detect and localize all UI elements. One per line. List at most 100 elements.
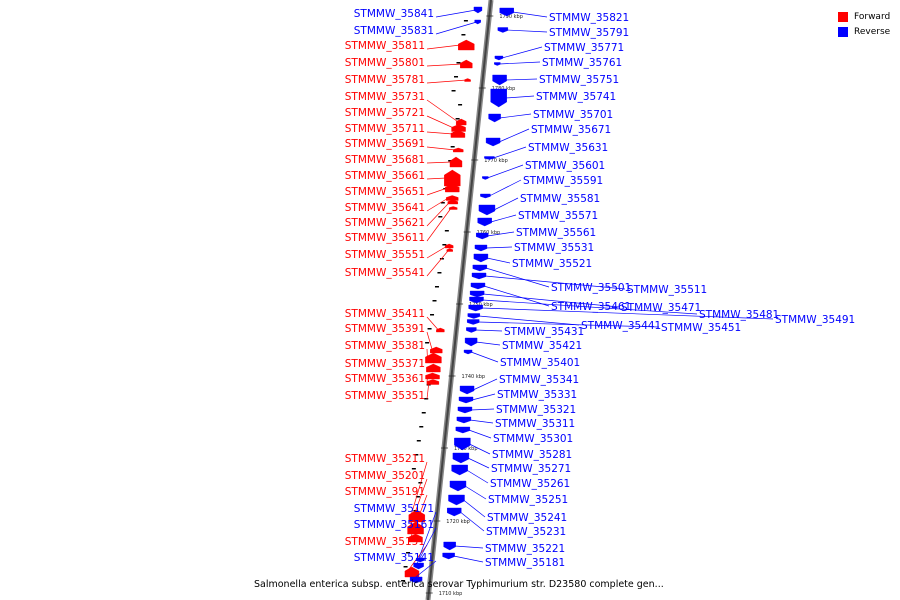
reverse-gene-label: STMMW_35451 — [661, 322, 741, 334]
reverse-gene-leader — [470, 420, 493, 423]
reverse-gene — [443, 553, 455, 559]
forward-swatch — [838, 12, 848, 22]
reverse-gene-leader — [499, 62, 540, 64]
reverse-gene-leader — [467, 470, 488, 483]
reverse-gene — [447, 508, 461, 516]
reverse-gene-label: STMMW_35671 — [531, 124, 611, 136]
forward-gene — [425, 353, 441, 363]
legend-forward: Forward — [838, 9, 890, 24]
reverse-gene-leader — [502, 47, 542, 58]
reverse-gene-label: STMMW_35341 — [499, 374, 579, 386]
forward-gene-leader — [427, 246, 447, 258]
forward-gene-label: STMMW_35411 — [345, 308, 425, 320]
reverse-gene — [470, 291, 484, 297]
intergenic-marker — [454, 76, 458, 78]
reverse-gene-label: STMMW_35581 — [520, 193, 600, 205]
reverse-gene-leader — [468, 458, 489, 468]
reverse-gene-label: STMMW_35701 — [533, 109, 613, 121]
reverse-gene-label: STMMW_35531 — [514, 242, 594, 254]
reverse-gene — [476, 233, 488, 239]
reverse-gene-label: STMMW_35261 — [490, 478, 570, 490]
reverse-gene-leader — [465, 486, 486, 499]
forward-gene-label: STMMW_35651 — [345, 186, 425, 198]
reverse-gene — [466, 328, 476, 333]
intergenic-marker — [451, 146, 455, 148]
forward-gene-label: STMMW_35721 — [345, 107, 425, 119]
forward-gene-label: STMMW_35621 — [345, 217, 425, 229]
reverse-gene — [457, 417, 471, 423]
intergenic-marker — [404, 566, 408, 568]
scale-tick-label: 1710 kbp — [439, 591, 463, 597]
reverse-gene-leader — [464, 500, 486, 517]
reverse-gene-label: STMMW_35421 — [502, 340, 582, 352]
reverse-gene-leader — [500, 114, 531, 118]
reverse-gene — [473, 265, 487, 271]
forward-gene-label: STMMW_35551 — [345, 249, 425, 261]
genome-map: 1790 kbp1780 kbp1770 kbp1760 kbp1750 kbp… — [0, 0, 900, 600]
reverse-gene — [467, 320, 479, 325]
forward-gene-label: STMMW_35151 — [345, 536, 425, 548]
legend-reverse: Reverse — [838, 24, 890, 39]
reverse-gene-label: STMMW_35431 — [504, 326, 584, 338]
forward-gene-label: STMMW_35351 — [345, 390, 425, 402]
intergenic-marker — [422, 412, 426, 414]
reverse-gene-label: STMMW_35791 — [549, 27, 629, 39]
reverse-gene-label: STMMW_35281 — [492, 449, 572, 461]
forward-gene-label: STMMW_35371 — [345, 358, 425, 370]
reverse-gene-leader — [494, 198, 518, 210]
intergenic-marker — [437, 272, 441, 274]
reverse-gene-label: STMMW_35401 — [500, 357, 580, 369]
reverse-gene-leader — [506, 96, 534, 98]
legend: Forward Reverse — [838, 9, 890, 39]
forward-gene-leader — [427, 64, 462, 66]
reverse-gene-label: STMMW_35751 — [539, 74, 619, 86]
reverse-gene-leader — [499, 129, 529, 142]
forward-gene — [426, 364, 440, 372]
reverse-gene — [458, 407, 472, 413]
reverse-gene-leader — [471, 409, 494, 410]
sequence-caption: Salmonella enterica subsp. enterica sero… — [254, 579, 664, 590]
reverse-gene — [452, 465, 468, 475]
forward-gene-label: STMMW_35201 — [345, 470, 425, 482]
reverse-gene-label: STMMW_35521 — [512, 258, 592, 270]
reverse-gene-label: STMMW_35231 — [486, 526, 566, 538]
reverse-gene-leader — [484, 286, 549, 306]
forward-gene-leader — [427, 100, 458, 122]
forward-gene-label: STMMW_35781 — [345, 74, 425, 86]
reverse-gene — [493, 75, 507, 85]
reverse-gene-leader — [489, 180, 521, 196]
forward-gene — [458, 40, 474, 50]
reverse-gene — [498, 28, 508, 33]
intergenic-marker — [428, 328, 432, 330]
scale-tick-label: 1740 kbp — [462, 374, 486, 380]
forward-gene-label: STMMW_35361 — [345, 373, 425, 385]
forward-gene-label: STMMW_35691 — [345, 138, 425, 150]
reverse-gene — [491, 89, 507, 107]
reverse-gene-label: STMMW_35501 — [551, 282, 631, 294]
intergenic-marker — [456, 62, 460, 64]
forward-gene-label: STMMW_35731 — [345, 91, 425, 103]
reverse-gene-label: STMMW_35771 — [544, 42, 624, 54]
reverse-gene-leader — [471, 352, 498, 362]
intergenic-marker — [433, 300, 437, 302]
reverse-gene-leader — [487, 165, 523, 178]
reverse-gene — [465, 338, 477, 346]
reverse-gene-leader — [436, 10, 476, 17]
intergenic-marker — [456, 118, 460, 120]
reverse-gene-label: STMMW_35591 — [523, 175, 603, 187]
forward-gene-label: STMMW_35661 — [345, 170, 425, 182]
intergenic-marker — [425, 342, 429, 344]
reverse-gene — [468, 314, 480, 319]
reverse-gene — [472, 273, 486, 279]
reverse-gene-label: STMMW_35481 — [699, 309, 779, 321]
reverse-gene — [464, 350, 472, 354]
reverse-gene-label: STMMW_35571 — [518, 210, 598, 222]
scale-tick-label: 1790 kbp — [499, 14, 523, 20]
reverse-gene — [471, 283, 485, 289]
reverse-gene — [456, 427, 470, 433]
forward-gene-label: STMMW_35711 — [345, 123, 425, 135]
scale-tick-label: 1720 kbp — [446, 519, 470, 525]
reverse-gene-label: STMMW_35511 — [627, 284, 707, 296]
reverse-gene — [459, 397, 473, 403]
reverse-gene-leader — [436, 22, 477, 34]
